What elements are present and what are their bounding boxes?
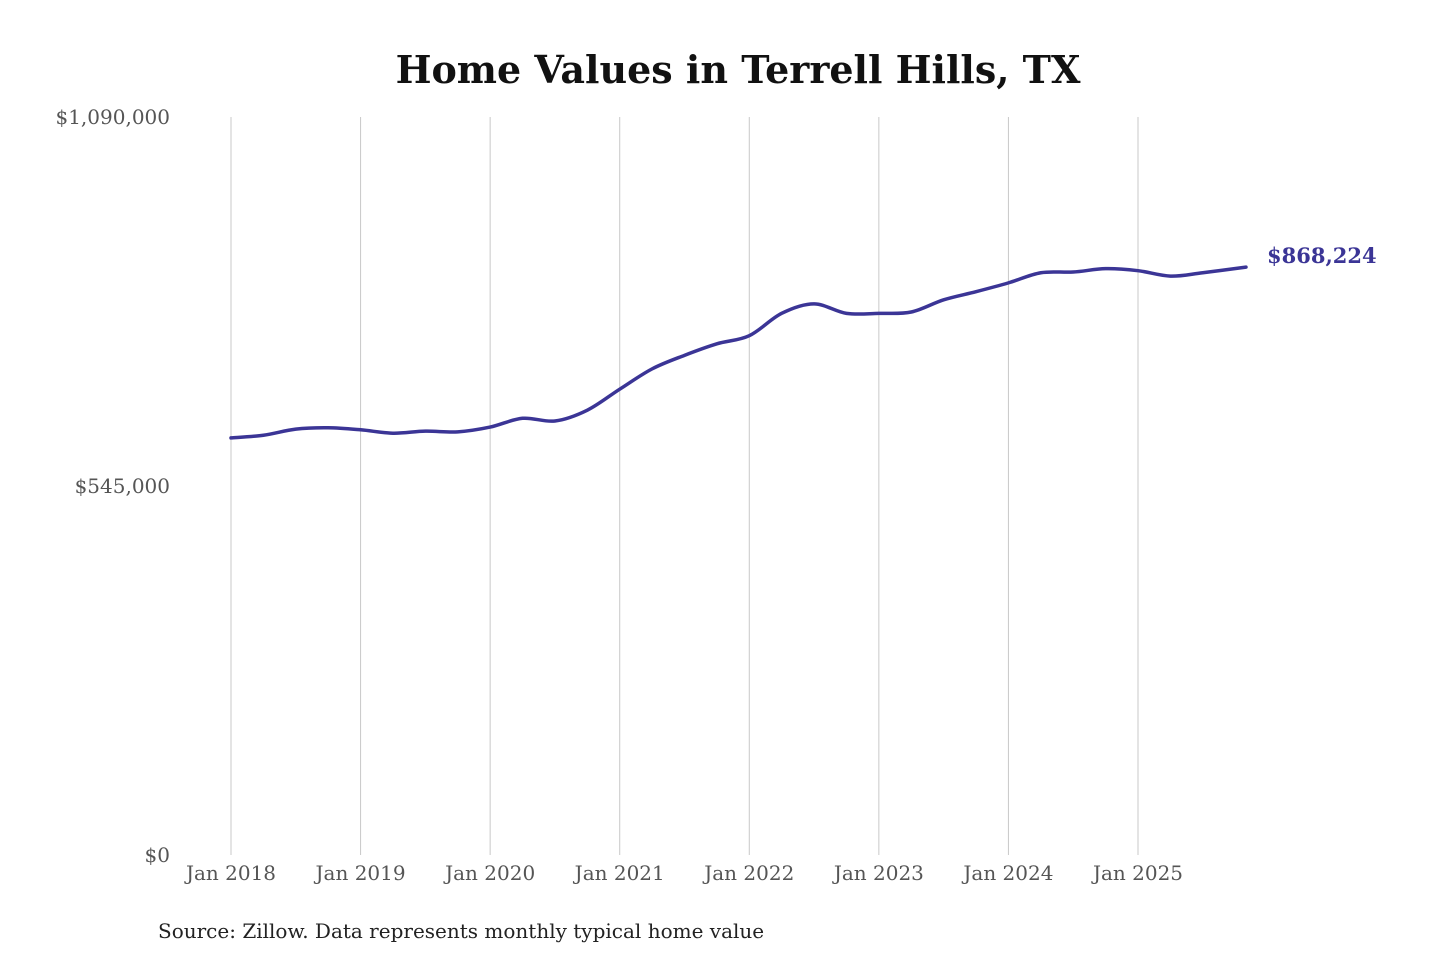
x-tick-label: Jan 2019 [314,861,406,885]
y-tick-label: $0 [145,843,170,867]
chart-title: Home Values in Terrell Hills, TX [396,47,1081,92]
x-tick-label: Jan 2025 [1091,861,1183,885]
x-tick-label: Jan 2023 [832,861,924,885]
series-line [229,265,1248,440]
end-value-label: $868,224 [1267,243,1377,268]
source-note: Source: Zillow. Data represents monthly … [158,919,764,943]
x-tick-label: Jan 2020 [443,861,535,885]
y-tick-label: $545,000 [75,474,170,498]
x-tick-label: Jan 2018 [184,861,276,885]
y-tick-label: $1,090,000 [55,105,170,129]
x-tick-label: Jan 2024 [961,861,1053,885]
x-tick-label: Jan 2022 [702,861,794,885]
x-tick-label: Jan 2021 [573,861,665,885]
